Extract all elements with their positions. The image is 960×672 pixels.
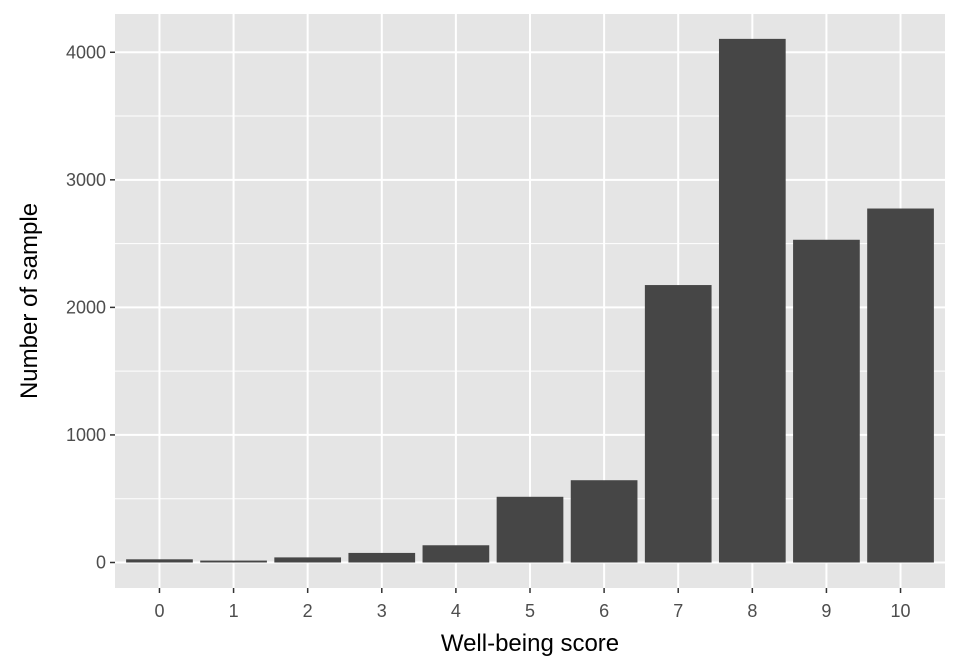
bar-10 bbox=[867, 208, 934, 563]
x-axis-title: Well-being score bbox=[441, 630, 619, 657]
y-tick-label: 4000 bbox=[66, 42, 106, 62]
x-tick-label: 0 bbox=[154, 601, 164, 621]
y-axis: 0 1000 2000 3000 4000 bbox=[66, 42, 115, 572]
bar-1 bbox=[200, 560, 267, 563]
y-tick-label: 1000 bbox=[66, 425, 106, 445]
x-tick-label: 3 bbox=[377, 601, 387, 621]
x-tick-label: 5 bbox=[525, 601, 535, 621]
bar-5 bbox=[496, 496, 564, 563]
bar-0 bbox=[126, 559, 193, 563]
x-tick-label: 2 bbox=[303, 601, 313, 621]
bar-7 bbox=[644, 285, 712, 563]
bar-2 bbox=[274, 557, 342, 563]
y-tick-label: 2000 bbox=[66, 297, 106, 317]
x-tick-label: 1 bbox=[229, 601, 239, 621]
x-tick-label: 6 bbox=[599, 601, 609, 621]
bar-4 bbox=[422, 545, 490, 563]
y-tick-label: 3000 bbox=[66, 170, 106, 190]
bar-3 bbox=[348, 552, 416, 563]
bar-6 bbox=[570, 480, 638, 563]
x-tick-label: 9 bbox=[821, 601, 831, 621]
x-axis: 0 1 2 3 4 5 6 7 8 9 10 bbox=[154, 588, 911, 621]
bars-group bbox=[126, 38, 934, 563]
x-tick-label: 7 bbox=[673, 601, 683, 621]
x-tick-label: 10 bbox=[891, 601, 911, 621]
x-tick-label: 8 bbox=[747, 601, 757, 621]
bar-8 bbox=[718, 38, 786, 563]
y-axis-title: Number of sample bbox=[16, 203, 43, 399]
bar-9 bbox=[793, 239, 860, 563]
x-tick-label: 4 bbox=[451, 601, 461, 621]
y-tick-label: 0 bbox=[96, 552, 106, 572]
